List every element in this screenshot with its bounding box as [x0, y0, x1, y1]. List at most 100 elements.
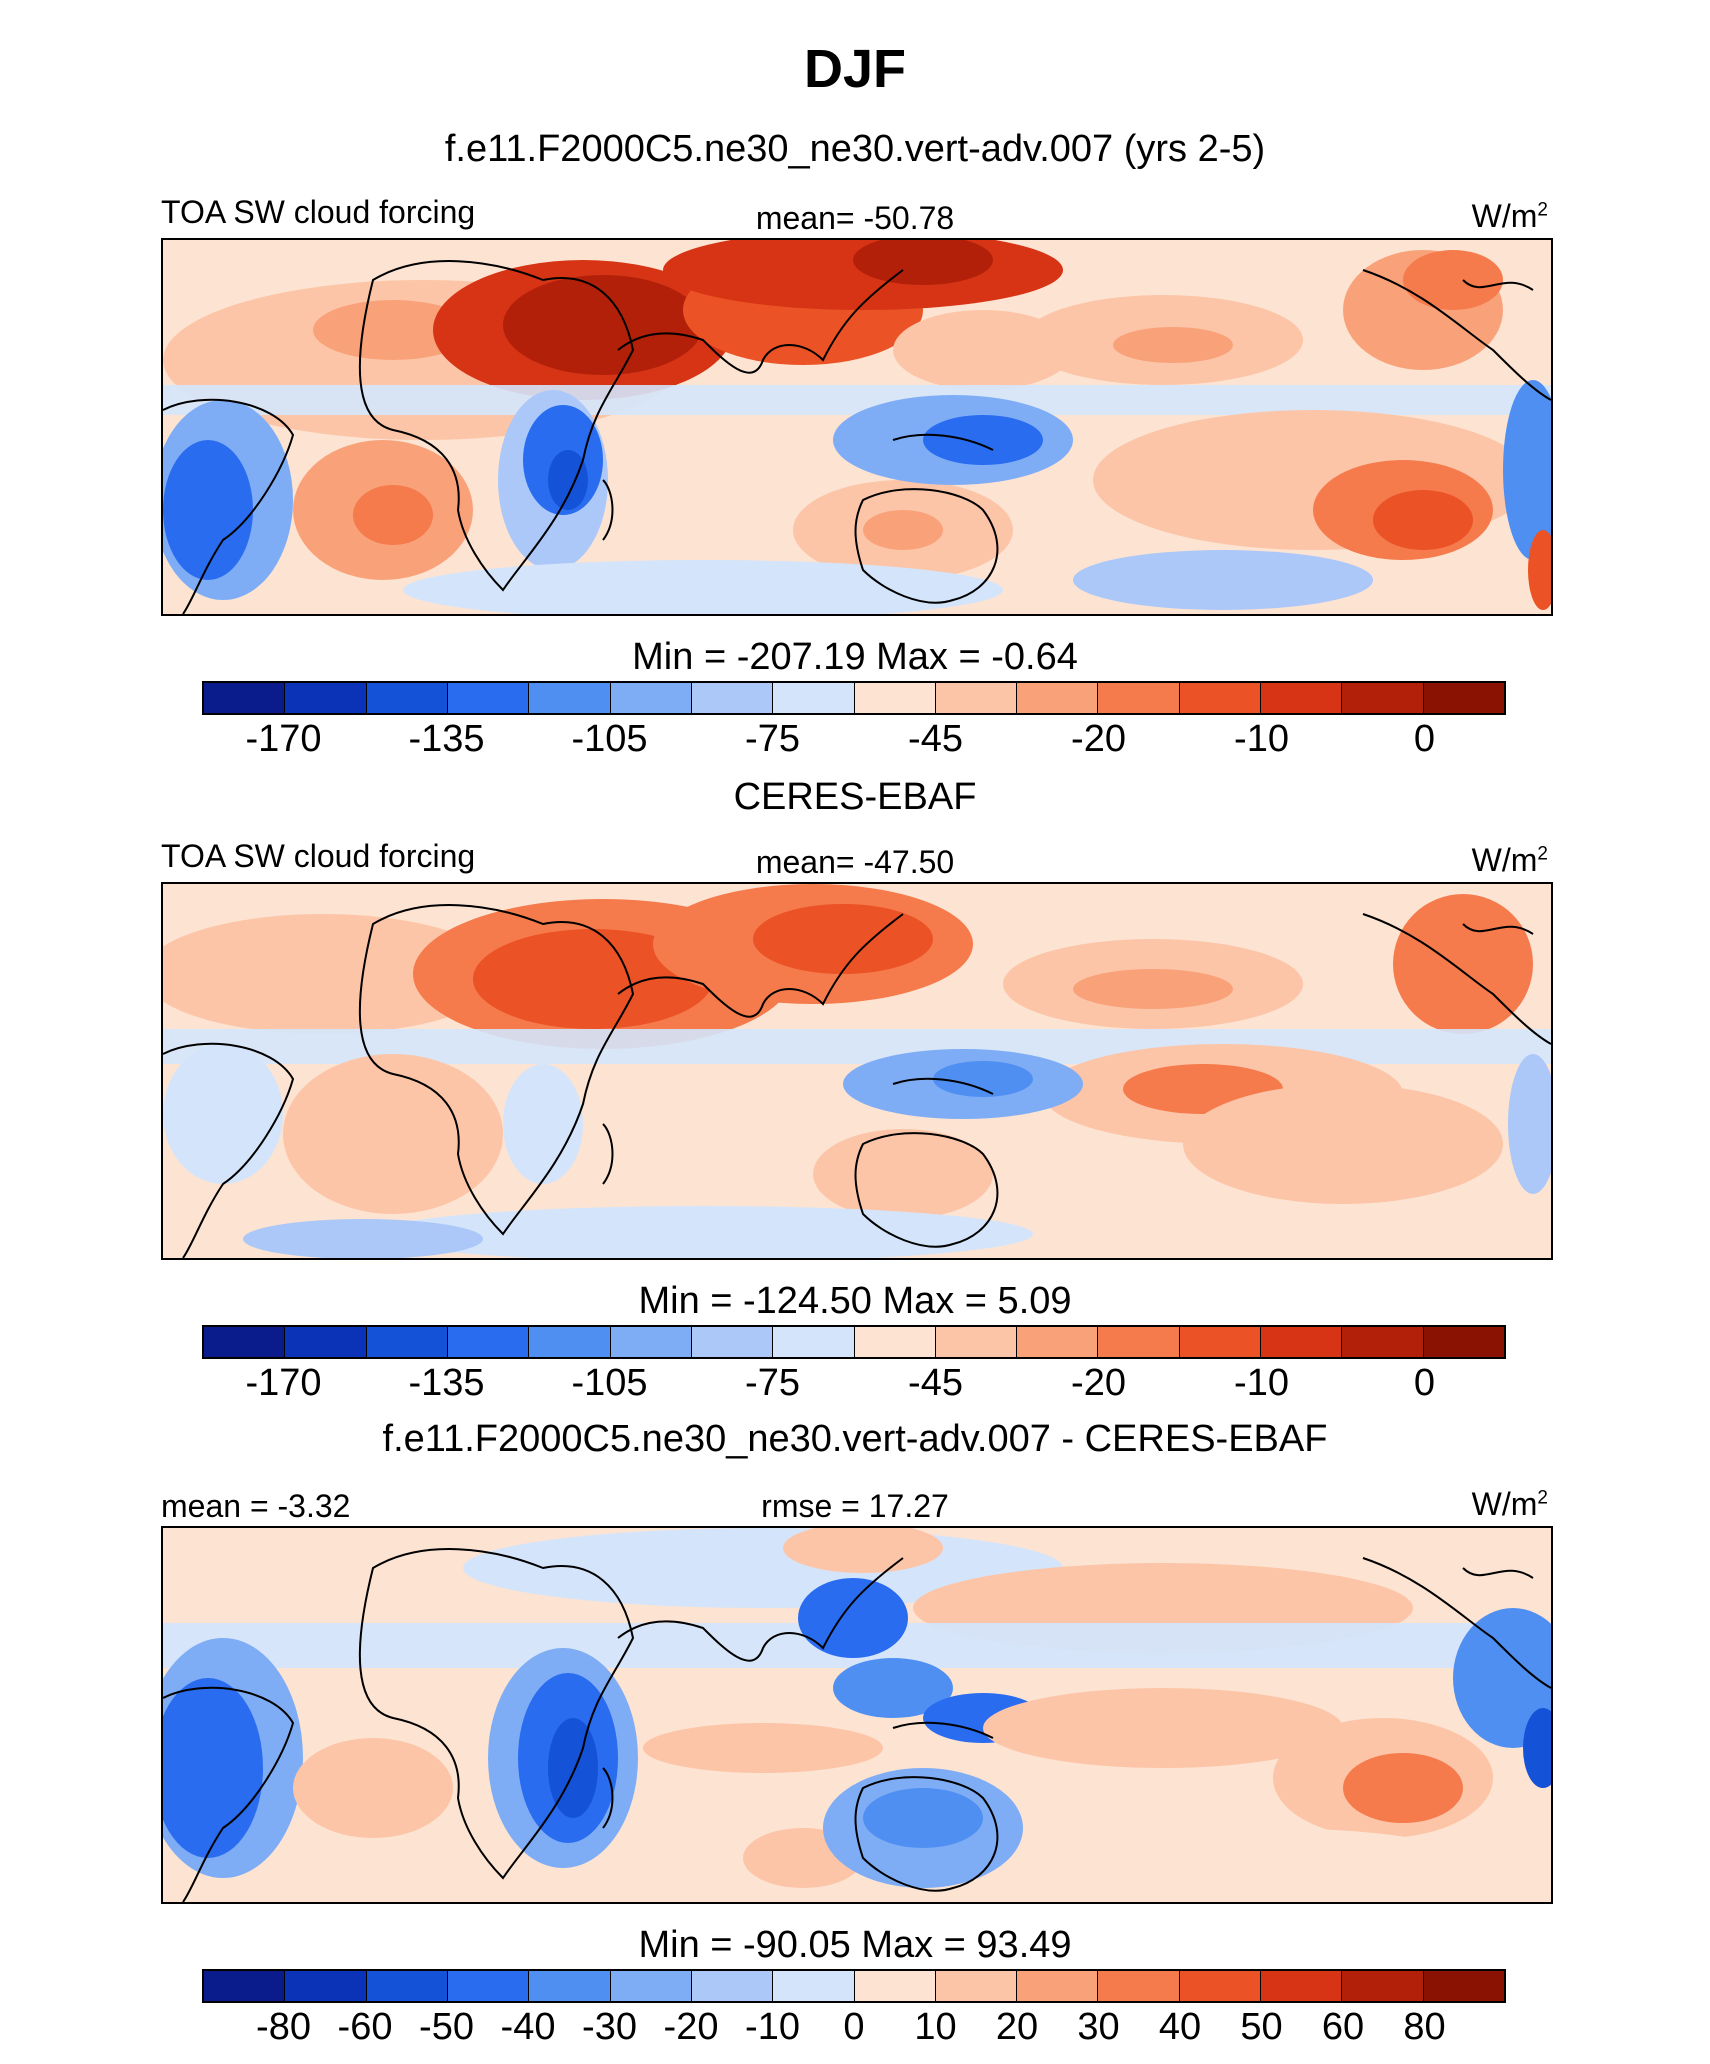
panel1-mean: mean= -50.78: [755, 200, 955, 236]
colorbar-tick-label: -135: [408, 718, 485, 760]
colorbar-tick-label: -10: [1234, 718, 1289, 760]
colorbar-tick-label: -30: [582, 2006, 637, 2048]
colorbar-tick-label: -170: [245, 718, 322, 760]
colorbar-tick-label: 10: [914, 2006, 957, 2048]
colorbar-swatch: [204, 1327, 286, 1357]
colorbar-swatch: [773, 683, 855, 713]
colorbar-tick-label: -20: [1071, 1362, 1126, 1404]
panel2-map: [161, 882, 1553, 1260]
panel3-heading: f.e11.F2000C5.ne30_ne30.vert-adv.007 - C…: [382, 1418, 1328, 1460]
colorbar-swatch: [1017, 683, 1099, 713]
colorbar-swatch: [1261, 1971, 1343, 2001]
colorbar-swatch: [447, 1327, 530, 1357]
colorbar-swatch: [691, 1327, 774, 1357]
colorbar-swatch: [935, 1327, 1018, 1357]
colorbar-tick-label: 0: [1413, 718, 1436, 760]
colorbar-swatch: [610, 1971, 692, 2001]
colorbar-tick-label: 30: [1077, 2006, 1120, 2048]
panel3-field: [163, 1528, 1551, 1902]
colorbar-swatch: [691, 683, 774, 713]
colorbar-swatch: [204, 1971, 286, 2001]
colorbar-swatch: [1179, 1971, 1262, 2001]
colorbar-tick-label: 0: [843, 2006, 865, 2048]
panel2-units: W/m2: [1471, 842, 1548, 878]
panel1-minmax: Min = -207.19 Max = -0.64: [632, 636, 1078, 678]
colorbar-swatch: [366, 1327, 448, 1357]
colorbar-tick-label: -135: [408, 1362, 485, 1404]
colorbar-swatch: [773, 1971, 855, 2001]
colorbar-tick-label: -75: [745, 1362, 800, 1404]
colorbar-tick-label: -20: [663, 2006, 719, 2048]
panel1-coastlines: [163, 260, 1551, 614]
colorbar-tick-label: -105: [571, 718, 648, 760]
panel2-heading: CERES-EBAF: [733, 776, 977, 818]
panel3-mean: mean = -3.32: [161, 1488, 351, 1524]
colorbar-swatch: [935, 683, 1018, 713]
colorbar-swatch: [1098, 683, 1180, 713]
colorbar-swatch: [529, 683, 611, 713]
panel3-coastlines: [163, 1548, 1551, 1902]
colorbar-swatch: [1423, 1971, 1504, 2001]
colorbar-swatch: [854, 1327, 936, 1357]
panel1-field: [163, 240, 1551, 614]
colorbar-swatch: [854, 683, 936, 713]
panel3-map: [161, 1526, 1553, 1904]
colorbar-swatch: [854, 1971, 936, 2001]
colorbar-tick-label: 50: [1240, 2006, 1283, 2048]
colorbar-swatch: [691, 1971, 774, 2001]
panel3-units: W/m2: [1471, 1486, 1548, 1522]
colorbar-swatch: [1098, 1327, 1180, 1357]
colorbar-swatch: [285, 1327, 367, 1357]
figure-title: DJF: [803, 39, 906, 99]
colorbar-tick-label: -75: [745, 718, 800, 760]
colorbar-swatch: [1423, 683, 1504, 713]
panel1-variable: TOA SW cloud forcing: [161, 194, 476, 230]
panel2-variable: TOA SW cloud forcing: [161, 838, 476, 874]
colorbar-swatch: [773, 1327, 855, 1357]
colorbar-tick-label: 20: [995, 2006, 1039, 2048]
panel3-colorbar: [202, 1969, 1506, 2003]
colorbar-swatch: [1342, 683, 1424, 713]
colorbar-swatch: [1342, 1327, 1424, 1357]
panel3-minmax: Min = -90.05 Max = 93.49: [638, 1924, 1072, 1966]
colorbar-tick-label: -60: [337, 2006, 393, 2048]
panel2-minmax: Min = -124.50 Max = 5.09: [638, 1280, 1072, 1322]
colorbar-tick-label: -45: [908, 1362, 963, 1404]
colorbar-swatch: [285, 683, 367, 713]
colorbar-swatch: [1423, 1327, 1504, 1357]
colorbar-tick-label: -10: [1234, 1362, 1289, 1404]
colorbar-swatch: [529, 1327, 611, 1357]
colorbar-swatch: [1261, 1327, 1343, 1357]
panel1-units: W/m2: [1471, 198, 1548, 234]
panel2-field: [163, 884, 1551, 1258]
panel2-coastlines: [163, 904, 1551, 1258]
colorbar-tick-label: -80: [256, 2006, 311, 2048]
colorbar-swatch: [1261, 683, 1343, 713]
colorbar-tick-label: -45: [908, 718, 963, 760]
colorbar-tick-label: -40: [500, 2006, 556, 2048]
colorbar-tick-label: -170: [245, 1362, 322, 1404]
colorbar-swatch: [529, 1971, 611, 2001]
colorbar-tick-label: -105: [571, 1362, 648, 1404]
colorbar-swatch: [204, 683, 286, 713]
colorbar-tick-label: 60: [1321, 2006, 1365, 2048]
colorbar-swatch: [366, 1971, 448, 2001]
colorbar-swatch: [935, 1971, 1018, 2001]
panel1-colorbar: [202, 681, 1506, 715]
panel3-rmse: rmse = 17.27: [761, 1488, 949, 1524]
colorbar-tick-label: -10: [745, 2006, 800, 2048]
panel2-colorbar-ticks: -170 -135 -105 -75 -45 -20 -10 0: [0, 1362, 1710, 1406]
colorbar-swatch: [610, 1327, 692, 1357]
panel1-colorbar-ticks: -170 -135 -105 -75 -45 -20 -10 0: [0, 718, 1710, 762]
colorbar-swatch: [1179, 683, 1262, 713]
colorbar-swatch: [1017, 1971, 1099, 2001]
colorbar-tick-label: 40: [1158, 2006, 1202, 2048]
panel3-colorbar-ticks: -80 -60 -50 -40 -30 -20 -10 0 10 20 30 40 50 60 80: [0, 2006, 1710, 2050]
colorbar-swatch: [285, 1971, 367, 2001]
panel1-map: [161, 238, 1553, 616]
colorbar-tick-label: 0: [1413, 1362, 1436, 1404]
colorbar-tick-label: 80: [1403, 2006, 1446, 2048]
colorbar-tick-label: -50: [419, 2006, 474, 2048]
panel2-colorbar: [202, 1325, 1506, 1359]
colorbar-swatch: [447, 683, 530, 713]
